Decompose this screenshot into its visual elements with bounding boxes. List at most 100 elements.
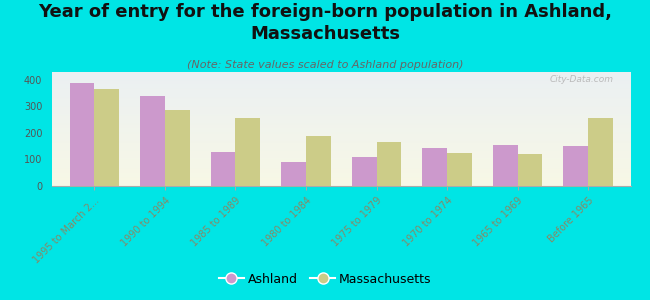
Bar bbox=[52, 99, 630, 100]
Bar bbox=[52, 74, 630, 75]
Bar bbox=[52, 108, 630, 109]
Bar bbox=[564, 146, 588, 186]
Bar bbox=[52, 132, 630, 133]
Bar bbox=[235, 118, 260, 186]
Bar bbox=[52, 174, 630, 175]
Bar bbox=[52, 175, 630, 176]
Bar bbox=[140, 96, 165, 186]
Bar bbox=[52, 77, 630, 78]
Bar bbox=[52, 124, 630, 125]
Bar bbox=[52, 147, 630, 148]
Bar bbox=[52, 180, 630, 181]
Bar bbox=[52, 86, 630, 87]
Bar bbox=[52, 73, 630, 74]
Bar bbox=[52, 110, 630, 111]
Bar bbox=[52, 144, 630, 145]
Bar bbox=[52, 141, 630, 142]
Bar bbox=[94, 89, 119, 186]
Bar bbox=[52, 155, 630, 156]
Bar bbox=[52, 176, 630, 177]
Bar bbox=[422, 148, 447, 186]
Bar bbox=[52, 119, 630, 120]
Bar bbox=[52, 129, 630, 130]
Bar bbox=[211, 152, 235, 186]
Bar bbox=[52, 165, 630, 166]
Bar bbox=[52, 136, 630, 137]
Bar bbox=[52, 163, 630, 164]
Text: City-Data.com: City-Data.com bbox=[549, 75, 613, 84]
Bar bbox=[52, 85, 630, 86]
Bar bbox=[52, 182, 630, 183]
Bar bbox=[52, 134, 630, 135]
Bar bbox=[52, 112, 630, 113]
Bar bbox=[52, 117, 630, 118]
Bar bbox=[52, 160, 630, 161]
Bar bbox=[52, 169, 630, 170]
Text: (Note: State values scaled to Ashland population): (Note: State values scaled to Ashland po… bbox=[187, 60, 463, 70]
Bar bbox=[52, 143, 630, 144]
Bar bbox=[52, 151, 630, 152]
Bar bbox=[52, 84, 630, 85]
Bar bbox=[52, 167, 630, 168]
Bar bbox=[52, 130, 630, 131]
Bar bbox=[52, 115, 630, 116]
Bar bbox=[52, 166, 630, 167]
Bar bbox=[52, 94, 630, 95]
Bar bbox=[52, 183, 630, 184]
Bar bbox=[376, 142, 401, 186]
Bar bbox=[70, 82, 94, 186]
Bar bbox=[52, 142, 630, 143]
Bar bbox=[52, 128, 630, 129]
Bar bbox=[52, 131, 630, 132]
Bar bbox=[52, 87, 630, 88]
Bar bbox=[517, 154, 542, 186]
Bar bbox=[52, 100, 630, 101]
Bar bbox=[52, 90, 630, 91]
Legend: Ashland, Massachusetts: Ashland, Massachusetts bbox=[214, 268, 436, 291]
Bar bbox=[352, 157, 376, 186]
Bar bbox=[52, 133, 630, 134]
Bar bbox=[52, 78, 630, 79]
Bar bbox=[52, 152, 630, 153]
Bar bbox=[52, 104, 630, 105]
Bar bbox=[52, 171, 630, 172]
Bar bbox=[52, 106, 630, 107]
Bar bbox=[52, 170, 630, 171]
Bar bbox=[52, 92, 630, 93]
Bar bbox=[52, 103, 630, 104]
Bar bbox=[52, 149, 630, 150]
Bar bbox=[52, 96, 630, 97]
Bar bbox=[281, 162, 306, 186]
Bar bbox=[52, 177, 630, 178]
Bar bbox=[52, 102, 630, 103]
Bar bbox=[52, 75, 630, 76]
Bar bbox=[52, 80, 630, 81]
Bar bbox=[52, 122, 630, 123]
Bar bbox=[52, 72, 630, 73]
Bar bbox=[493, 145, 517, 186]
Bar bbox=[588, 118, 613, 186]
Bar bbox=[306, 136, 331, 186]
Bar bbox=[52, 185, 630, 186]
Bar bbox=[52, 93, 630, 94]
Bar bbox=[52, 116, 630, 117]
Bar bbox=[52, 105, 630, 106]
Bar bbox=[52, 76, 630, 77]
Bar bbox=[52, 146, 630, 147]
Bar bbox=[52, 123, 630, 124]
Bar bbox=[52, 89, 630, 90]
Bar bbox=[52, 118, 630, 119]
Bar bbox=[52, 113, 630, 114]
Bar bbox=[52, 137, 630, 138]
Bar bbox=[52, 126, 630, 127]
Bar bbox=[52, 179, 630, 180]
Bar bbox=[52, 83, 630, 84]
Bar bbox=[52, 135, 630, 136]
Bar bbox=[52, 181, 630, 182]
Bar bbox=[52, 98, 630, 99]
Text: Year of entry for the foreign-born population in Ashland,
Massachusetts: Year of entry for the foreign-born popul… bbox=[38, 3, 612, 43]
Bar bbox=[52, 121, 630, 122]
Bar bbox=[52, 111, 630, 112]
Bar bbox=[52, 109, 630, 110]
Bar bbox=[52, 159, 630, 160]
